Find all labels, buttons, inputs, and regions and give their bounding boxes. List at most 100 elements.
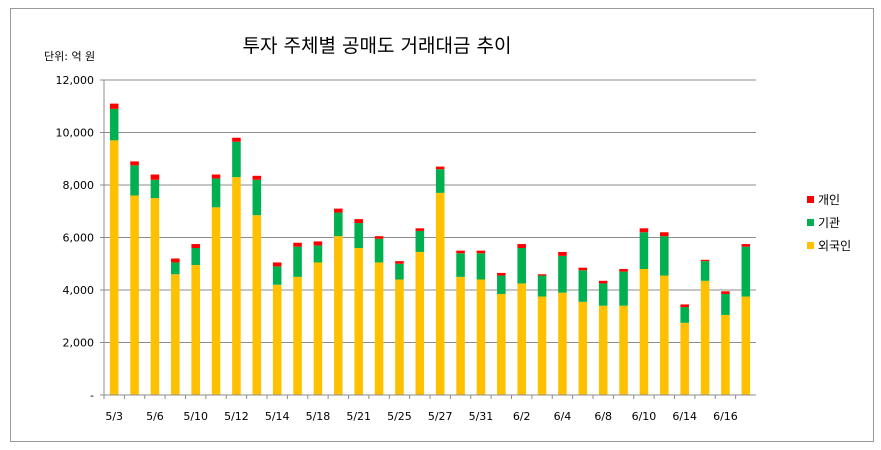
x-tick-label: 5/31 xyxy=(469,410,494,423)
bar-segment-기관-5/11 xyxy=(211,178,221,208)
bar-segment-외국인-5/24 xyxy=(374,262,384,395)
bar-segment-개인-5/11 xyxy=(211,174,221,179)
bar-segment-기관-5/24 xyxy=(374,238,384,263)
bar-segment-기관-6/17 xyxy=(741,246,751,297)
y-tick-label: 10,000 xyxy=(56,127,95,140)
bar-segment-외국인-5/7 xyxy=(171,274,180,395)
bar-segment-기관-5/12 xyxy=(232,141,241,178)
bar-segment-기관-6/10 xyxy=(639,232,649,269)
bar-segment-기관-5/21 xyxy=(354,223,363,248)
bar-segment-기관-5/10 xyxy=(191,248,200,266)
bar-segment-기관-6/8 xyxy=(598,283,608,306)
bar-segment-개인-6/1 xyxy=(497,272,506,276)
x-tick-label: 5/18 xyxy=(306,410,331,423)
bar-segment-개인-6/16 xyxy=(721,291,730,294)
bar-segment-개인-5/31 xyxy=(476,250,486,254)
x-tick-label: 5/6 xyxy=(146,410,164,423)
bar-segment-개인-6/3 xyxy=(537,274,547,276)
bar-segment-외국인-6/11 xyxy=(660,275,669,395)
bar-segment-기관-6/9 xyxy=(619,271,628,306)
bar-segment-기관-5/26 xyxy=(415,230,425,252)
y-tick-label: 8,000 xyxy=(63,179,95,192)
bar-segment-개인-6/2 xyxy=(517,244,526,248)
y-tick-label: 2,000 xyxy=(63,337,95,350)
bar-segment-개인-6/7 xyxy=(578,267,588,271)
bar-segment-개인-5/12 xyxy=(232,137,241,142)
bar-segment-외국인-5/21 xyxy=(354,248,363,395)
bar-segment-기관-6/16 xyxy=(721,293,730,315)
bar-segment-외국인-6/15 xyxy=(700,280,710,395)
bar-segment-외국인-5/18 xyxy=(313,262,323,395)
bar-segment-기관-5/20 xyxy=(334,212,343,237)
bar-segment-외국인-5/10 xyxy=(191,265,200,395)
bar-segment-외국인-5/13 xyxy=(252,215,262,395)
bar-segment-개인-5/26 xyxy=(415,228,425,231)
bar-segment-기관-5/13 xyxy=(252,179,262,216)
bar-segment-개인-5/7 xyxy=(171,258,180,263)
bar-segment-기관-5/14 xyxy=(272,266,282,285)
y-tick-label: 12,000 xyxy=(56,74,95,87)
bar-segment-개인-5/18 xyxy=(313,241,323,246)
bar-segment-외국인-6/16 xyxy=(721,314,730,395)
bar-segment-기관-5/3 xyxy=(109,108,119,141)
bar-segment-개인-5/21 xyxy=(354,219,363,224)
bar-segment-개인-5/4 xyxy=(130,161,139,166)
bar-segment-개인-5/6 xyxy=(150,174,160,180)
unit-label: 단위: 억 원 xyxy=(44,50,95,63)
bar-segment-외국인-5/20 xyxy=(334,236,343,395)
legend-label-개인: 개인 xyxy=(818,193,840,207)
y-tick-label: 6,000 xyxy=(63,232,95,245)
bar-segment-외국인-6/1 xyxy=(497,293,506,395)
bar-segment-외국인-5/6 xyxy=(150,198,160,395)
bar-segment-개인-6/14 xyxy=(680,304,689,308)
chart-title: 투자 주체별 공매도 거래대금 추이 xyxy=(243,35,512,57)
bar-segment-기관-5/7 xyxy=(171,262,180,275)
bar-segment-외국인-5/31 xyxy=(476,279,486,395)
gridlines xyxy=(104,79,756,343)
bar-segment-외국인-6/17 xyxy=(741,296,751,395)
bar-segment-외국인-6/10 xyxy=(639,269,649,395)
bar-segment-외국인-5/25 xyxy=(395,279,404,395)
bar-segment-개인-5/24 xyxy=(374,236,384,239)
bar-segment-개인-5/13 xyxy=(252,175,262,180)
bar-segment-외국인-5/12 xyxy=(232,177,241,395)
y-axis-ticks: - 2,000 4,000 6,000 8,000 10,000 12,000 xyxy=(56,74,104,402)
bar-segment-개인-6/4 xyxy=(558,251,567,256)
legend-swatch-기관 xyxy=(807,219,814,226)
bar-segment-기관-5/28 xyxy=(456,253,465,277)
x-tick-label: 5/3 xyxy=(105,410,123,423)
bar-segment-개인-6/11 xyxy=(660,232,669,237)
bar-segment-기관-6/11 xyxy=(660,236,669,276)
bar-segment-개인-5/25 xyxy=(395,261,404,264)
legend-swatch-개인 xyxy=(807,196,814,203)
bar-segment-외국인-5/28 xyxy=(456,276,465,395)
bar-segment-개인-5/14 xyxy=(272,262,282,267)
bar-segment-기관-5/18 xyxy=(313,245,323,263)
x-tick-label: 6/2 xyxy=(513,410,531,423)
x-tick-label: 6/8 xyxy=(594,410,612,423)
x-tick-label: 5/27 xyxy=(428,410,453,423)
bar-segment-기관-6/15 xyxy=(700,261,710,281)
x-tick-label: 6/16 xyxy=(713,410,738,423)
bar-segment-개인-6/9 xyxy=(619,269,628,272)
bar-segment-외국인-5/26 xyxy=(415,251,425,395)
bar-segment-기관-5/27 xyxy=(435,169,445,193)
y-tick-label: - xyxy=(90,389,94,402)
bar-segment-외국인-5/3 xyxy=(109,140,119,395)
x-tick-label: 6/10 xyxy=(632,410,657,423)
bar-segment-외국인-6/8 xyxy=(598,305,608,395)
legend-swatch-외국인 xyxy=(807,242,814,249)
bar-segment-외국인-5/11 xyxy=(211,207,221,395)
bar-segment-기관-5/17 xyxy=(293,246,302,277)
bar-segment-외국인-5/14 xyxy=(272,284,282,395)
bar-segment-개인-5/17 xyxy=(293,242,302,247)
bar-segment-외국인-6/9 xyxy=(619,305,628,395)
bar-segment-기관-6/3 xyxy=(537,275,547,297)
bar-segment-개인-6/17 xyxy=(741,244,751,247)
x-tick-label: 5/25 xyxy=(387,410,412,423)
bar-segment-외국인-6/4 xyxy=(558,292,567,395)
bar-segment-외국인-5/4 xyxy=(130,195,139,395)
bar-segment-개인-6/15 xyxy=(700,259,710,262)
